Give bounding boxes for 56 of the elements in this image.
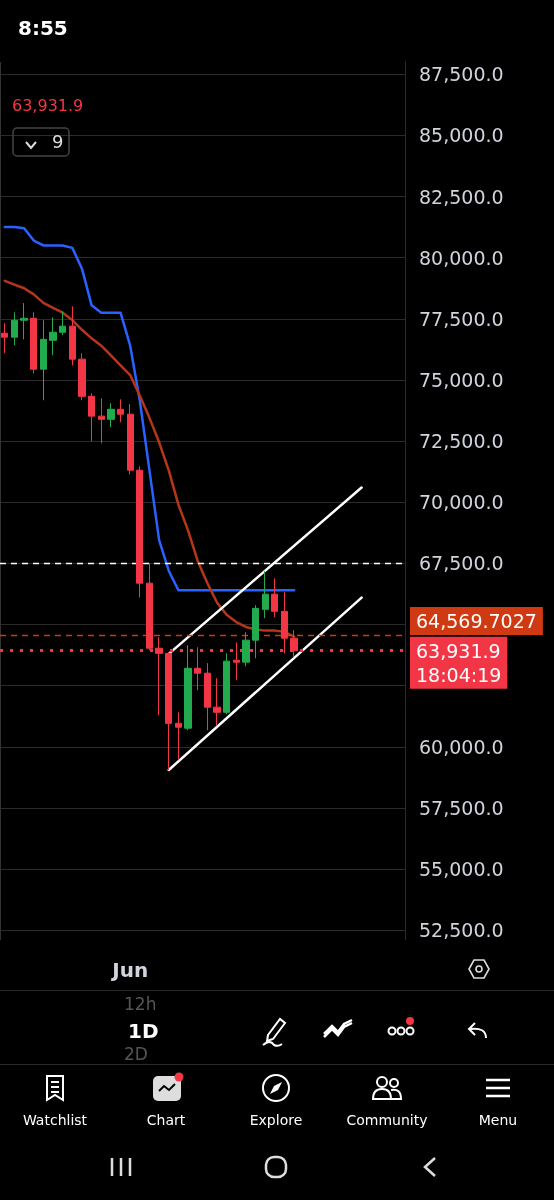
candlestick xyxy=(223,652,230,715)
candlestick xyxy=(20,302,28,340)
text: Chart xyxy=(146,1112,186,1128)
y-tick-label: 70,000.0 xyxy=(419,491,504,514)
text: Explore xyxy=(249,1112,303,1128)
candlestick xyxy=(233,641,240,681)
text: Watchlist xyxy=(22,1112,88,1128)
annotation: 63,931.9 xyxy=(12,96,84,115)
candlestick xyxy=(252,604,259,659)
candlestick xyxy=(107,402,115,428)
y-tick-label: 77,500.0 xyxy=(419,307,504,330)
text: Menu xyxy=(478,1112,518,1128)
y-tick-label: 60,000.0 xyxy=(419,735,504,758)
candlestick xyxy=(49,316,57,356)
candlestick xyxy=(242,631,250,667)
candlestick xyxy=(117,398,124,423)
candlestick xyxy=(136,465,143,598)
candlestick xyxy=(30,311,37,374)
x-tick-label: Jun xyxy=(110,958,149,982)
y-tick-label: 72,500.0 xyxy=(419,430,504,453)
text: 2D xyxy=(124,1044,148,1064)
y-tick-label: 85,000.0 xyxy=(419,124,504,147)
ref-line-label: 63,931.9 18:04:19 xyxy=(416,639,502,686)
text: 12h xyxy=(124,994,157,1014)
text: 8:55 xyxy=(18,16,68,40)
candlestick xyxy=(213,677,221,726)
candlestick xyxy=(98,397,105,444)
candlestick xyxy=(204,662,211,731)
line-series xyxy=(3,225,296,592)
candlestick xyxy=(88,392,95,442)
candlestick xyxy=(271,577,278,618)
text: 1D xyxy=(128,1019,159,1043)
candlestick xyxy=(59,310,66,336)
candlestick xyxy=(194,646,201,691)
candlestick xyxy=(1,322,8,354)
y-tick-label: 87,500.0 xyxy=(419,63,504,86)
text: Community xyxy=(346,1112,428,1128)
y-tick-label: 55,000.0 xyxy=(419,858,504,881)
y-tick-label: 75,000.0 xyxy=(419,368,504,391)
candlestick xyxy=(184,644,192,731)
candlestick xyxy=(155,636,163,716)
candlestick xyxy=(175,711,182,761)
annotation: 9 xyxy=(52,131,64,152)
y-tick-label: 67,500.0 xyxy=(419,552,504,575)
y-tick-label: 57,500.0 xyxy=(419,796,504,819)
y-tick-label: 52,500.0 xyxy=(419,919,504,942)
candlestick xyxy=(40,319,47,401)
y-tick-label: 82,500.0 xyxy=(419,185,504,208)
candlestick xyxy=(78,352,86,401)
line-series xyxy=(3,279,296,638)
candlestick xyxy=(69,305,76,366)
y-tick-label: 80,000.0 xyxy=(419,246,504,269)
candlestick xyxy=(262,570,269,619)
candlestick xyxy=(127,403,134,475)
ref-line-label: 64,569.7027 xyxy=(416,610,537,633)
candlestick xyxy=(11,311,18,346)
